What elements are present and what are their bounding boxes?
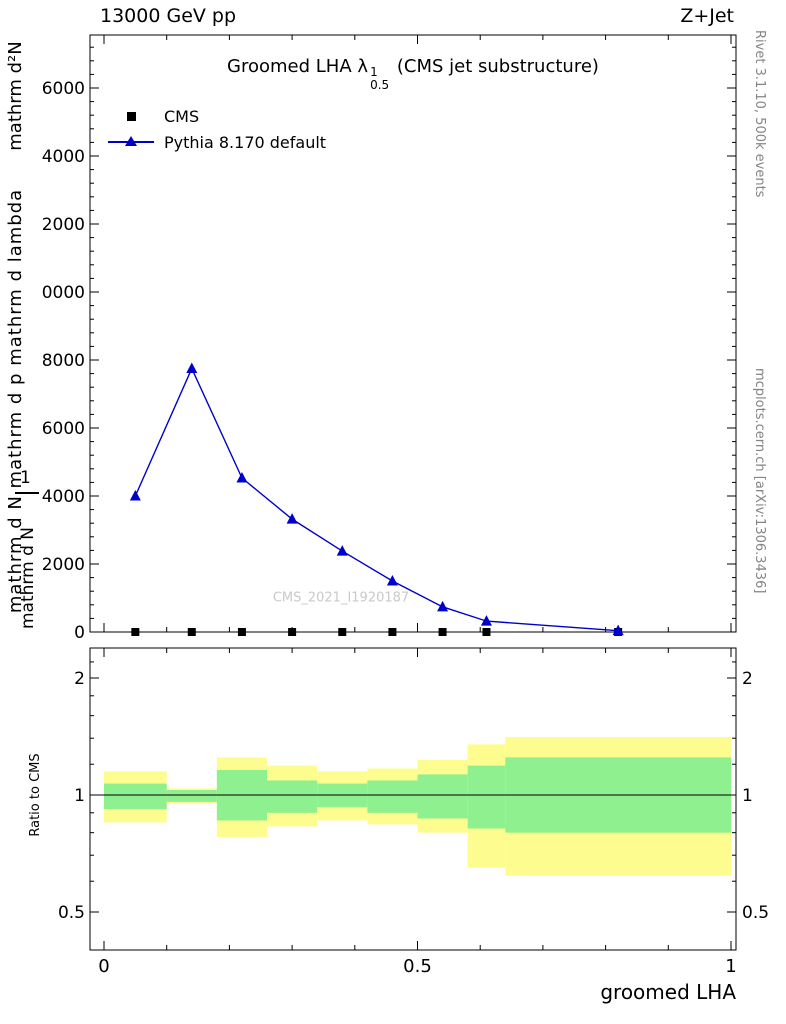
y-axis-label-nj: mathrm d N xyxy=(18,527,38,629)
data-point-marker xyxy=(288,628,297,636)
process-label: Z+Jet xyxy=(680,5,734,27)
legend-label-cms: CMS xyxy=(164,106,200,126)
data-point-marker xyxy=(388,628,397,636)
xtick-label: 0 xyxy=(98,956,109,977)
main-ytick-label: 2000 xyxy=(42,555,85,575)
beam-energy-label: 13000 GeV pp xyxy=(100,5,237,27)
y-axis-fraction-bar xyxy=(15,492,39,494)
stat-uncertainty-band xyxy=(467,765,506,829)
mc-point-marker xyxy=(386,575,398,586)
data-point-marker xyxy=(438,628,447,636)
xtick-label: 0.5 xyxy=(403,956,432,977)
main-ytick-label: 8000 xyxy=(42,351,85,371)
main-ytick-label: 4000 xyxy=(42,487,85,507)
mc-point-marker xyxy=(236,471,248,483)
lambda-subscript: 0.5 xyxy=(370,77,390,92)
mcplots-arxiv-note: mcplots.cern.ch [arXiv:1306.3436] xyxy=(752,368,767,594)
data-point-marker xyxy=(338,628,347,636)
stat-uncertainty-band xyxy=(417,774,468,819)
lambda-superscript: 1 xyxy=(370,65,378,79)
legend-item-cms: CMS xyxy=(106,104,199,128)
ratio-ytick-label-right: 1 xyxy=(742,786,753,806)
ratio-ytick-label-left: 0.5 xyxy=(58,903,85,923)
data-point-marker xyxy=(187,628,196,636)
analysis-id-watermark: CMS_2021_I1920187 xyxy=(272,590,410,606)
stat-uncertainty-band xyxy=(267,780,318,813)
plot-title: Groomed LHA λ 1 0.5 (CMS jet substructure) xyxy=(90,56,736,91)
cms-marker-area xyxy=(106,108,156,124)
pythia-triangle-marker-icon xyxy=(125,136,137,146)
pythia-marker-area xyxy=(106,134,156,150)
legend-item-pythia: Pythia 8.170 default xyxy=(106,130,326,154)
ratio-ytick-label-right: 2 xyxy=(742,669,753,689)
y-axis-label-one: 1 xyxy=(20,468,31,488)
xtick-label: 1 xyxy=(725,956,736,977)
y-axis-label-numerator: mathrm d²N xyxy=(5,41,26,151)
ratio-panel-frame xyxy=(89,647,737,951)
ratio-ytick-label-left: 2 xyxy=(74,669,85,689)
data-point-marker xyxy=(482,628,491,636)
x-axis-label: groomed LHA xyxy=(600,980,736,1004)
plot-title-text: Groomed LHA xyxy=(227,56,352,77)
mc-point-marker xyxy=(336,545,348,556)
mc-point-marker xyxy=(612,624,624,636)
ratio-axis-label: Ratio to CMS xyxy=(28,753,43,837)
mc-point-marker xyxy=(186,362,198,373)
mc-point-marker xyxy=(437,600,449,612)
cms-square-marker-icon xyxy=(127,112,136,121)
lambda-symbol: λ xyxy=(357,56,369,77)
main-ytick-label: 2000 xyxy=(42,215,85,235)
main-panel-frame xyxy=(89,34,737,633)
legend-label-pythia: Pythia 8.170 default xyxy=(164,132,327,152)
stat-uncertainty-band xyxy=(367,780,418,813)
mc-point-marker xyxy=(286,513,298,524)
main-ytick-label: 0000 xyxy=(42,283,85,303)
ratio-ytick-label-left: 1 xyxy=(74,786,85,806)
data-point-marker xyxy=(131,628,140,636)
main-ytick-label: 0 xyxy=(74,623,85,643)
lambda-supsub: 1 0.5 xyxy=(370,66,389,91)
mc-point-marker xyxy=(480,615,492,626)
data-point-marker xyxy=(237,628,246,636)
plot-title-suffix: (CMS jet substructure) xyxy=(396,56,599,77)
main-ytick-label: 4000 xyxy=(42,147,85,167)
stat-uncertainty-band xyxy=(166,790,217,802)
main-ytick-label: 6000 xyxy=(42,419,85,439)
ratio-ytick-label-right: 0.5 xyxy=(742,903,769,923)
stat-uncertainty-band xyxy=(104,783,167,810)
mc-point-marker xyxy=(129,490,141,501)
main-ytick-label: 6000 xyxy=(42,79,85,99)
rivet-version-note: Rivet 3.1.10, 500k events xyxy=(752,30,767,198)
